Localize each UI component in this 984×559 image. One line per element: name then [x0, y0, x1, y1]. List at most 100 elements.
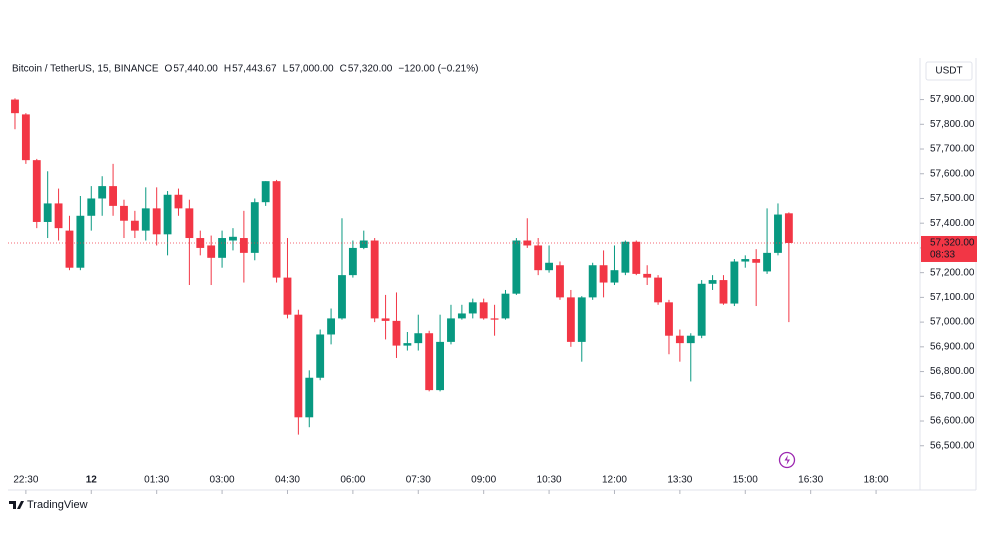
- x-tick-label: 10:30: [537, 475, 562, 486]
- candle-body: [632, 241, 641, 274]
- candle-body: [239, 238, 248, 253]
- x-tick-label: 13:30: [667, 475, 692, 486]
- candle-body: [218, 238, 226, 258]
- alert-bolt: [784, 455, 790, 465]
- candle-body: [141, 208, 150, 231]
- candle-body: [109, 186, 117, 206]
- candle-body: [272, 181, 281, 278]
- x-tick-label: 12: [86, 475, 98, 486]
- candle-body: [283, 277, 292, 315]
- candle-body: [763, 252, 771, 272]
- legend-value: 57,440.00: [173, 64, 218, 75]
- candle-body: [403, 343, 412, 346]
- logo-icon: [9, 501, 24, 509]
- candle-body: [87, 198, 96, 216]
- candle-body: [534, 245, 543, 271]
- y-tick-label: 57,800.00: [930, 119, 975, 130]
- y-tick-label: 56,500.00: [930, 440, 975, 451]
- last-price-box: [921, 235, 977, 262]
- candle-body: [316, 334, 325, 378]
- last-price-label: 57,320.00: [930, 238, 975, 249]
- candle-body: [719, 280, 728, 304]
- symbol: Bitcoin / TetherUS, 15, BINANCE: [12, 64, 159, 75]
- candle-body: [294, 314, 303, 418]
- candle-body: [414, 333, 423, 344]
- legend-key: L: [283, 64, 289, 75]
- candle-body: [708, 280, 717, 284]
- candle-body: [359, 240, 368, 248]
- brand: TradingView: [27, 499, 88, 511]
- candle-body: [11, 99, 19, 114]
- candle-body: [447, 318, 455, 342]
- candle-body: [250, 202, 259, 253]
- alert-icon[interactable]: [778, 451, 796, 469]
- y-tick-label: 56,900.00: [930, 341, 975, 352]
- candle-body: [686, 335, 695, 344]
- y-tick-label: 56,600.00: [930, 416, 975, 427]
- candle-body: [436, 341, 444, 391]
- countdown: 08:33: [930, 250, 955, 261]
- x-tick-label: 01:30: [144, 475, 169, 486]
- currency: USDT: [935, 66, 962, 77]
- candle-body: [348, 247, 357, 276]
- y-tick-label: 57,700.00: [930, 144, 975, 155]
- candle-body: [545, 262, 553, 271]
- candle-body: [730, 261, 739, 304]
- y-tick-label: 56,700.00: [930, 391, 975, 402]
- candle-body: [501, 293, 510, 319]
- y-tick-label: 57,100.00: [930, 292, 975, 303]
- candle-body: [338, 275, 346, 319]
- legend-value: 57,443.67: [232, 64, 277, 75]
- candle-body: [741, 259, 750, 262]
- x-tick-label: 15:00: [733, 475, 758, 486]
- candle-body: [54, 203, 63, 229]
- candle-body: [65, 230, 74, 268]
- y-tick-label: 57,500.00: [930, 193, 975, 204]
- legend-value: 57,320.00: [348, 64, 393, 75]
- candle-body: [490, 318, 499, 320]
- candle-body: [43, 203, 52, 222]
- candle-body: [752, 259, 761, 263]
- candle-body: [588, 265, 597, 298]
- x-tick-label: 22:30: [13, 475, 38, 486]
- candle-body: [305, 377, 314, 418]
- legend-value: 57,000.00: [289, 64, 334, 75]
- candle-body: [566, 297, 575, 342]
- x-tick-label: 06:00: [340, 475, 365, 486]
- candle-body: [76, 215, 85, 268]
- y-tick-label: 57,400.00: [930, 218, 975, 229]
- candle-body: [98, 186, 107, 199]
- currency-box[interactable]: [925, 61, 973, 81]
- candle-body: [381, 318, 390, 321]
- candle-body: [425, 333, 434, 391]
- candle-body: [261, 181, 270, 203]
- candle-body: [675, 335, 684, 344]
- candle-body: [697, 283, 706, 336]
- candle-body: [21, 114, 30, 161]
- candle-body: [32, 160, 41, 222]
- candle-body: [185, 208, 194, 239]
- brand-logo: TradingView: [9, 499, 88, 511]
- x-tick-label: 07:30: [406, 475, 431, 486]
- candle-body: [457, 313, 466, 319]
- x-tick-label: 09:00: [471, 475, 496, 486]
- x-tick-label: 04:30: [275, 475, 300, 486]
- candle-body: [327, 318, 335, 335]
- y-tick-label: 57,200.00: [930, 267, 975, 278]
- candle-body: [392, 320, 401, 346]
- candle-body: [120, 205, 128, 221]
- candle-body: [665, 302, 673, 336]
- candle-body: [774, 214, 782, 253]
- candle-body: [468, 302, 477, 314]
- legend-key: C: [340, 64, 347, 75]
- candle-body: [163, 194, 172, 235]
- candle-body: [556, 265, 564, 298]
- candle-body: [130, 220, 139, 231]
- x-tick-label: 18:00: [864, 475, 889, 486]
- candle-body: [512, 240, 521, 294]
- legend-key: O: [165, 64, 173, 75]
- y-tick-label: 57,900.00: [930, 94, 975, 105]
- x-tick-label: 16:30: [798, 475, 823, 486]
